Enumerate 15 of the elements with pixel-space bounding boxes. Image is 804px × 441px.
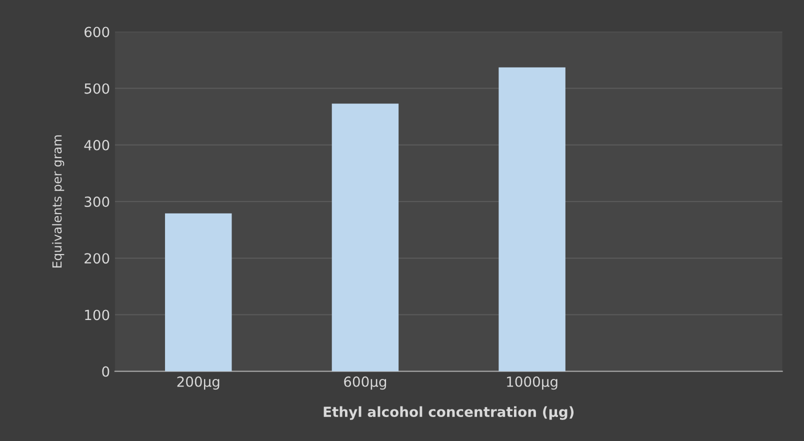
y-tick-label: 300 — [84, 196, 110, 208]
y-tick-label: 600 — [84, 26, 110, 38]
x-axis-title: Ethyl alcohol concentration (µg) — [324, 406, 574, 420]
y-tick-label: 200 — [84, 253, 110, 264]
x-tick-label: 200µg — [177, 376, 220, 390]
y-tick-label: 400 — [84, 140, 110, 150]
bar — [165, 213, 232, 372]
y-tick-label: 500 — [84, 83, 110, 94]
bar — [332, 104, 399, 372]
x-tick-label: 1000µg — [507, 376, 558, 390]
y-tick-label: 0 — [102, 366, 110, 377]
y-axis-title: Equivalents per gram — [52, 135, 64, 268]
x-tick-label: 600µg — [344, 376, 386, 390]
bar — [498, 67, 566, 372]
y-tick-label: 100 — [85, 310, 110, 320]
